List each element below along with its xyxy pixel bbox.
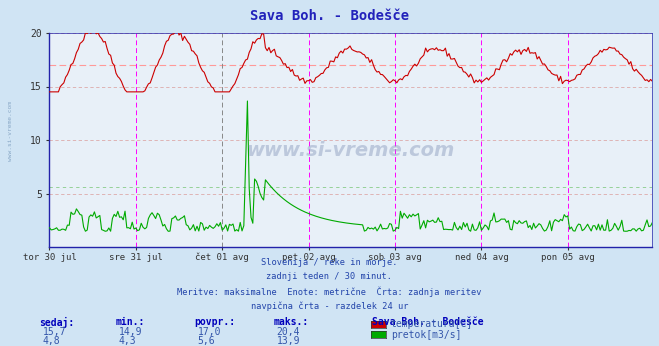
Text: 17,0: 17,0	[198, 327, 221, 337]
Text: 14,9: 14,9	[119, 327, 142, 337]
Text: zadnji teden / 30 minut.: zadnji teden / 30 minut.	[266, 272, 393, 281]
Text: 5,6: 5,6	[198, 336, 215, 346]
Text: Slovenija / reke in morje.: Slovenija / reke in morje.	[261, 258, 398, 267]
Text: temperatura[C]: temperatura[C]	[391, 319, 473, 329]
Text: Sava Boh. - Bodešče: Sava Boh. - Bodešče	[250, 9, 409, 22]
Text: sedaj:: sedaj:	[40, 317, 74, 328]
Text: min.:: min.:	[115, 317, 145, 327]
Text: www.si-vreme.com: www.si-vreme.com	[8, 101, 13, 162]
Text: pretok[m3/s]: pretok[m3/s]	[391, 330, 461, 339]
Text: 15,7: 15,7	[43, 327, 67, 337]
Text: maks.:: maks.:	[273, 317, 308, 327]
Text: 13,9: 13,9	[277, 336, 301, 346]
Text: 4,8: 4,8	[43, 336, 61, 346]
Text: Meritve: maksimalne  Enote: metrične  Črta: zadnja meritev: Meritve: maksimalne Enote: metrične Črta…	[177, 287, 482, 297]
Text: 20,4: 20,4	[277, 327, 301, 337]
Text: povpr.:: povpr.:	[194, 317, 235, 327]
Text: navpična črta - razdelek 24 ur: navpična črta - razdelek 24 ur	[251, 301, 408, 311]
Text: www.si-vreme.com: www.si-vreme.com	[246, 142, 455, 160]
Text: Sava Boh. - Bodešče: Sava Boh. - Bodešče	[372, 317, 484, 327]
Text: 4,3: 4,3	[119, 336, 136, 346]
